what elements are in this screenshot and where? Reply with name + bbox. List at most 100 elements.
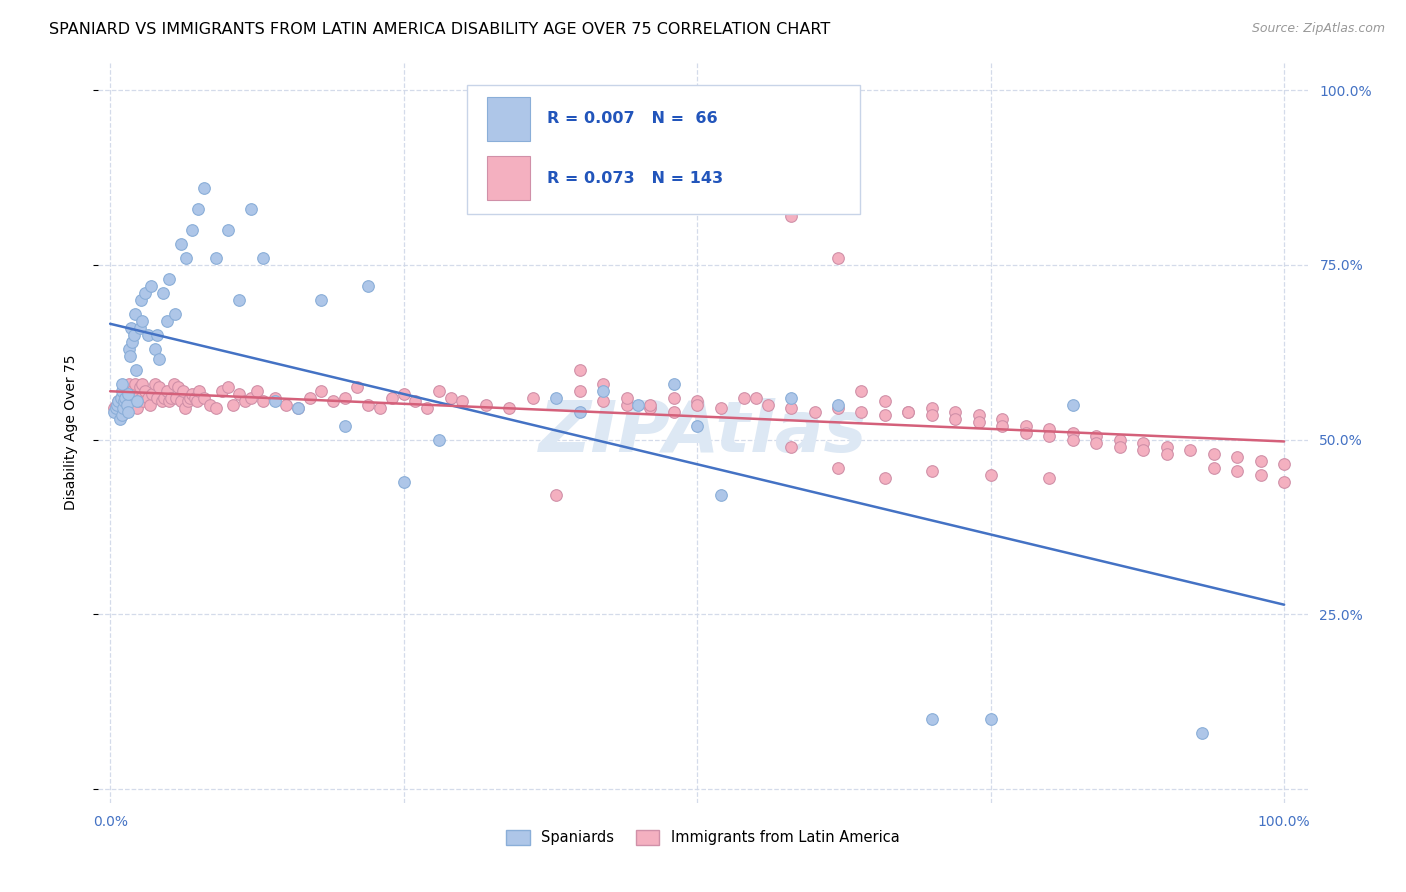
Point [115,401,138,416]
Point [217,380,239,394]
Point [921,464,943,478]
Point [357,398,380,412]
Point [1085,429,1108,443]
Point [1226,464,1249,478]
Point [686,398,709,412]
Point [322,394,344,409]
Text: ZIPAtlas: ZIPAtlas [538,398,868,467]
Point [110,391,132,405]
Point [1156,446,1178,460]
Point [921,712,943,726]
Point [120,387,142,401]
Point [357,279,380,293]
Point [117,394,139,409]
Point [153,391,176,405]
Point [897,405,920,419]
Point [263,394,285,409]
Point [568,363,591,377]
Point [945,411,967,425]
Point [1226,450,1249,464]
Point [155,314,177,328]
Point [121,384,143,398]
Point [103,401,125,416]
Point [129,293,152,307]
Point [568,384,591,398]
Point [780,401,803,416]
Point [311,384,333,398]
Point [112,401,135,416]
Point [546,488,568,502]
Point [980,467,1002,482]
Point [163,307,186,321]
Point [686,418,709,433]
Point [921,401,943,416]
Point [136,391,159,405]
Point [134,285,156,300]
Point [592,384,614,398]
Point [148,380,170,394]
Point [873,394,896,409]
Point [546,391,568,405]
Point [111,384,134,398]
Point [117,387,139,401]
Point [169,237,191,252]
Point [204,251,226,265]
Point [921,408,943,422]
Point [780,209,803,223]
Point [228,293,250,307]
Point [141,279,163,293]
Point [1180,443,1202,458]
Point [1156,440,1178,454]
Point [107,394,129,409]
Point [710,488,733,502]
Point [198,398,221,412]
Point [1015,425,1038,440]
Point [1191,726,1213,740]
Point [980,712,1002,726]
Point [139,398,162,412]
Point [404,394,426,409]
Point [240,391,263,405]
Point [1085,436,1108,450]
Point [217,223,239,237]
Point [157,272,180,286]
Point [381,391,404,405]
Point [662,376,685,391]
Point [120,391,142,405]
Point [132,394,155,409]
Point [134,384,156,398]
Point [1062,425,1084,440]
Point [169,394,191,409]
Point [174,401,197,416]
Point [827,401,849,416]
Point [1015,418,1038,433]
Point [157,394,180,409]
Point [287,401,309,416]
Point [193,181,215,195]
Point [662,405,685,419]
Point [568,405,591,419]
Point [1038,471,1060,485]
Point [1038,429,1060,443]
Point [155,384,177,398]
Point [592,394,614,409]
Point [298,391,321,405]
Point [176,251,198,265]
Point [897,405,920,419]
Point [131,376,153,391]
Text: SPANIARD VS IMMIGRANTS FROM LATIN AMERICA DISABILITY AGE OVER 75 CORRELATION CHA: SPANIARD VS IMMIGRANTS FROM LATIN AMERIC… [49,22,831,37]
Point [522,391,544,405]
Point [873,408,896,422]
Point [851,405,873,419]
Point [129,391,152,405]
Point [851,384,873,398]
Point [427,384,450,398]
Point [945,405,967,419]
Point [103,405,125,419]
Point [122,394,145,409]
Point [204,401,226,416]
Point [991,418,1014,433]
Point [1272,457,1295,471]
Point [662,391,685,405]
Point [141,387,163,401]
